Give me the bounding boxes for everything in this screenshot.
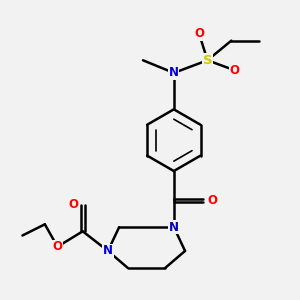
Text: N: N [103, 244, 113, 257]
Text: N: N [169, 220, 179, 234]
Text: O: O [208, 194, 218, 207]
Text: O: O [194, 27, 204, 40]
Text: O: O [52, 240, 62, 253]
Text: O: O [68, 198, 79, 211]
Text: S: S [203, 54, 212, 67]
Text: N: N [169, 220, 179, 234]
Text: O: O [229, 64, 239, 76]
Text: N: N [169, 66, 179, 80]
